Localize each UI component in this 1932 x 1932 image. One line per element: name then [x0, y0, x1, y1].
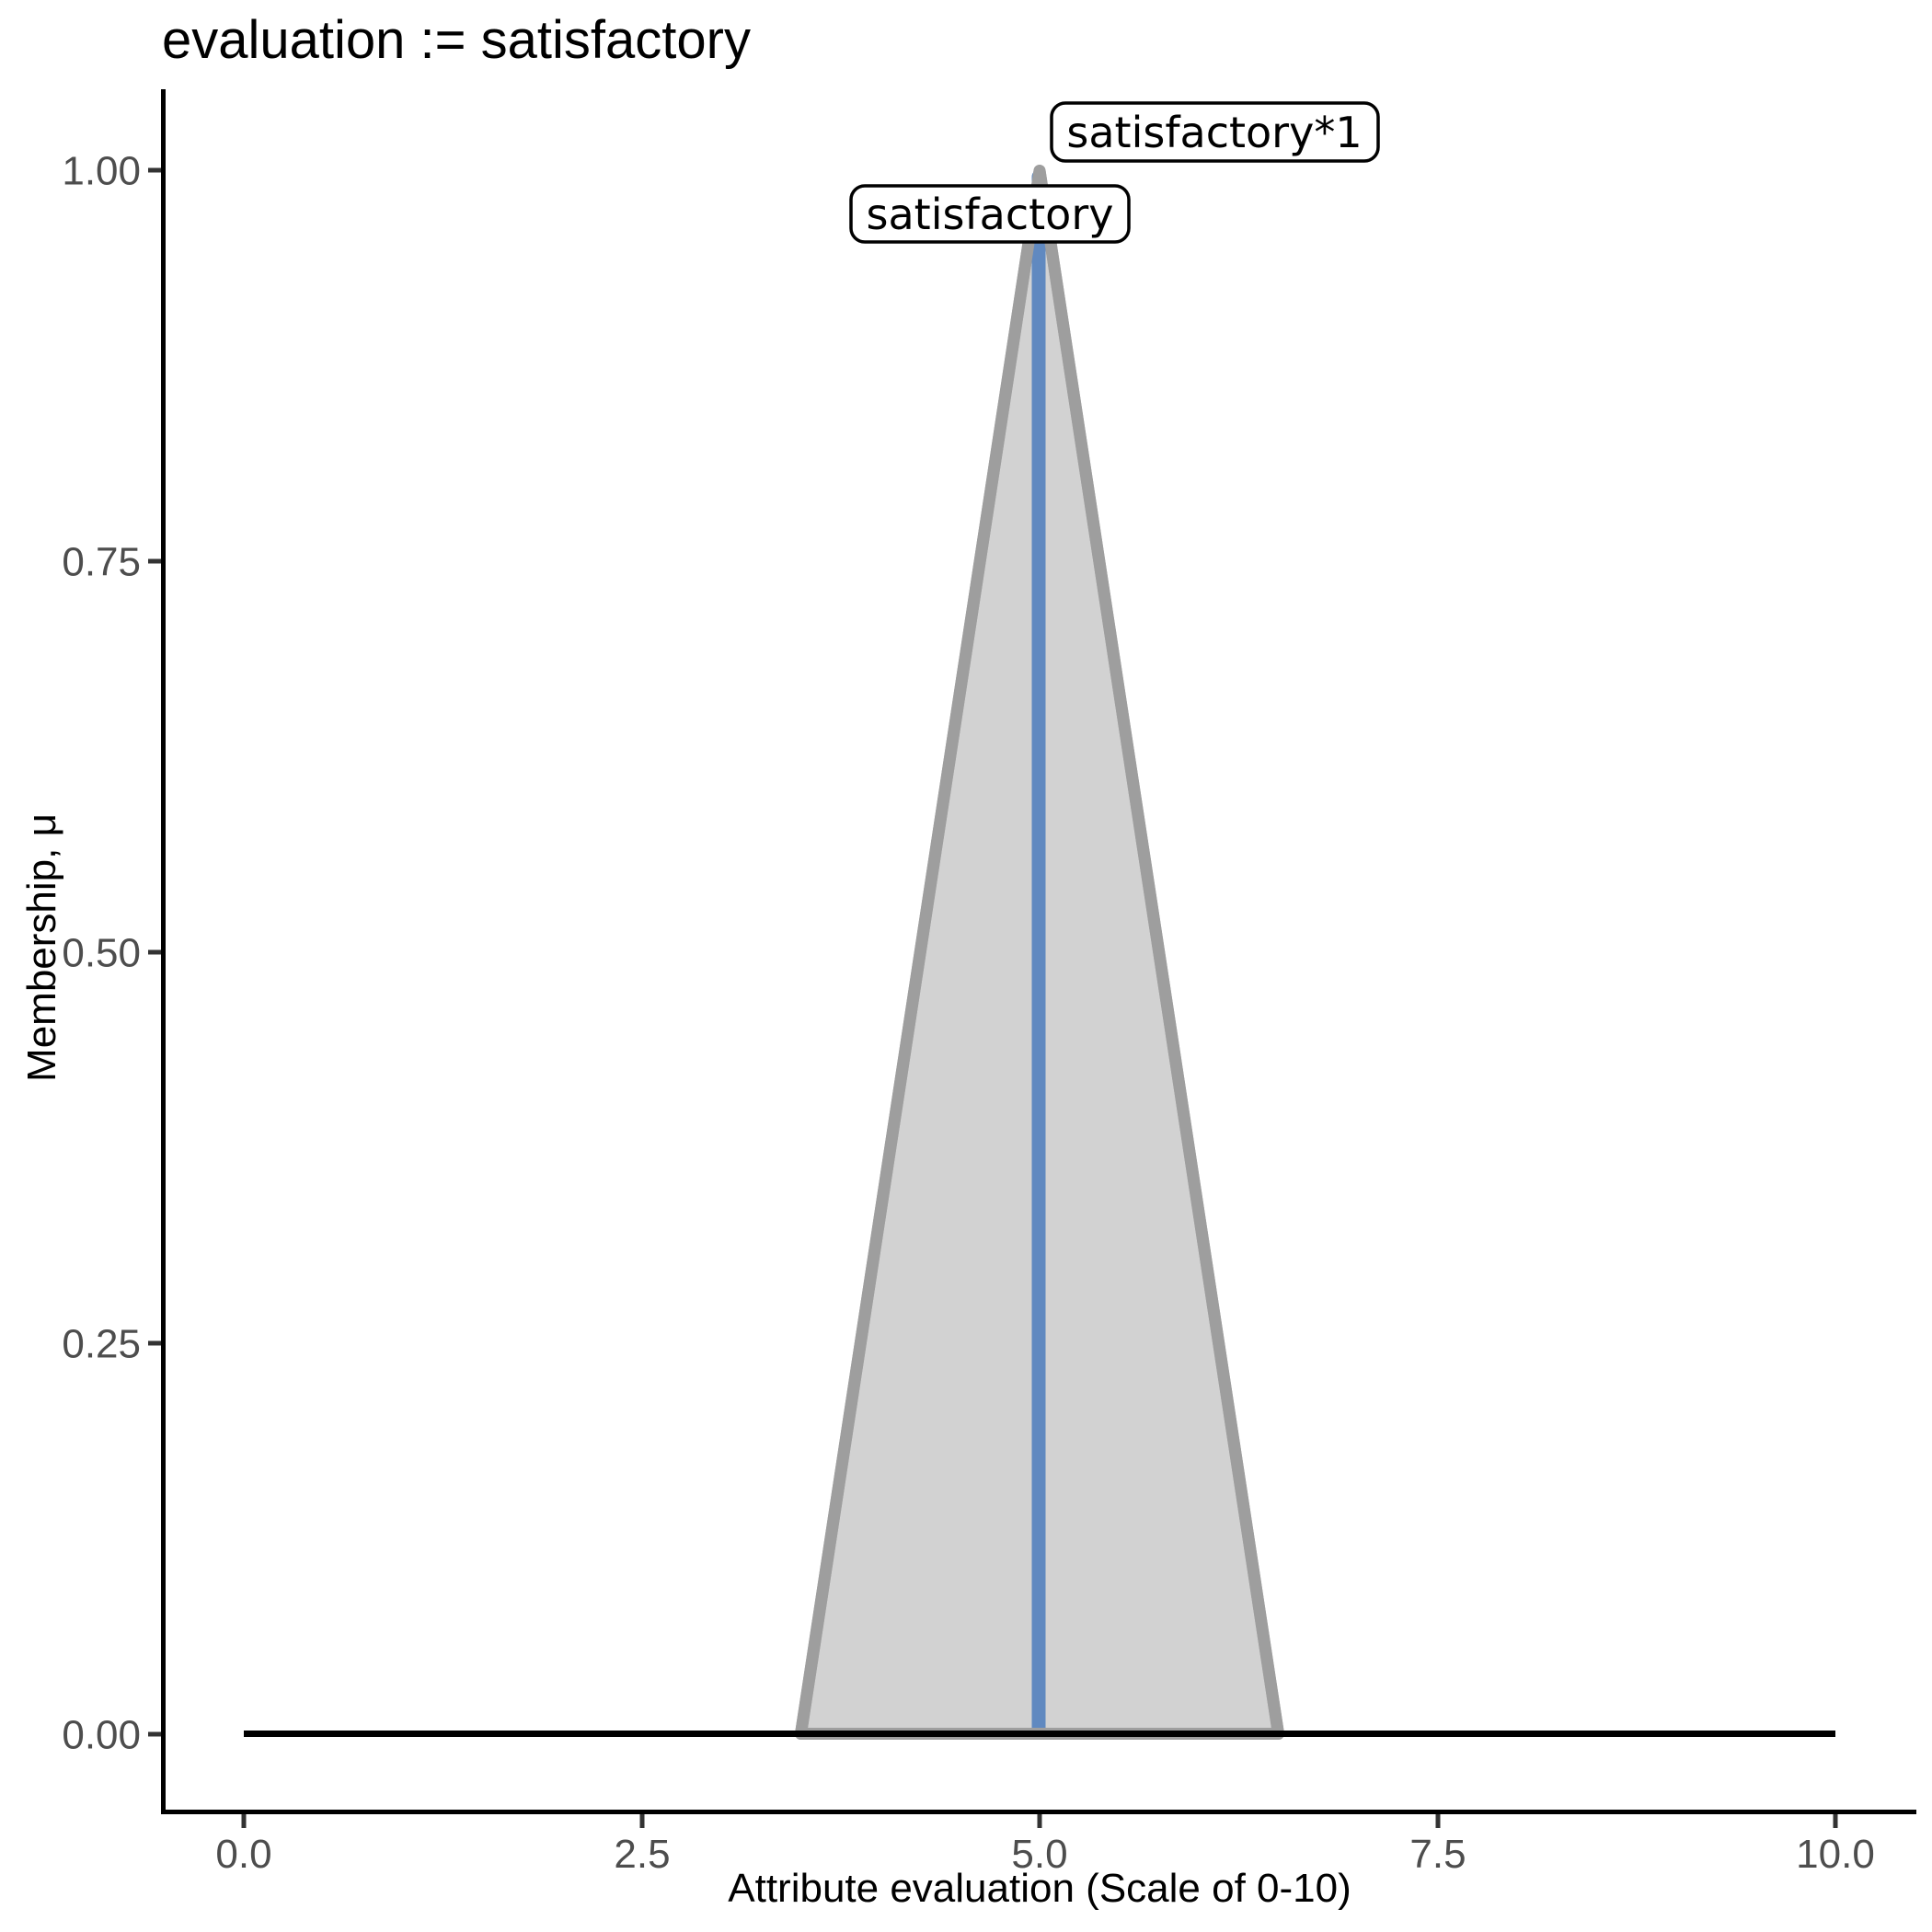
annotation-box-satisfactory-result	[1050, 101, 1380, 163]
y-axis-tick-labels: 0.00 0.25 0.50 0.75 1.00	[62, 148, 141, 1757]
x-tick-label-7.5: 7.5	[1409, 1832, 1466, 1877]
annotation-satisfactory-result: satisfactory*1	[1050, 101, 1380, 163]
x-tick-label-2.5: 2.5	[614, 1832, 670, 1877]
y-axis-ticks	[148, 167, 161, 1737]
annotation-text-satisfactory-set: satisfactory	[867, 190, 1114, 239]
y-tick-label-0.75: 0.75	[62, 539, 141, 584]
x-axis-ticks	[241, 1814, 1838, 1828]
y-tick-label-0.25: 0.25	[62, 1321, 141, 1366]
x-tick-label-10.0: 10.0	[1796, 1832, 1875, 1877]
x-tick-label-5.0: 5.0	[1011, 1832, 1067, 1877]
y-tick-label-0.00: 0.00	[62, 1712, 141, 1757]
y-tick-label-0.50: 0.50	[62, 930, 141, 975]
y-axis-title: Membership, μ	[19, 813, 64, 1082]
x-axis-title: Attribute evaluation (Scale of 0-10)	[728, 1866, 1351, 1911]
x-axis-tick-labels: 0.0 2.5 5.0 7.5 10.0	[215, 1832, 1874, 1877]
chart-title: evaluation := satisfactory	[162, 10, 751, 70]
x-tick-label-0.0: 0.0	[215, 1832, 271, 1877]
annotation-text-satisfactory-result: satisfactory*1	[1066, 108, 1362, 157]
annotation-box-satisfactory-set	[849, 184, 1131, 244]
y-tick-label-1.00: 1.00	[62, 148, 141, 193]
annotation-satisfactory-set: satisfactory	[849, 184, 1131, 244]
